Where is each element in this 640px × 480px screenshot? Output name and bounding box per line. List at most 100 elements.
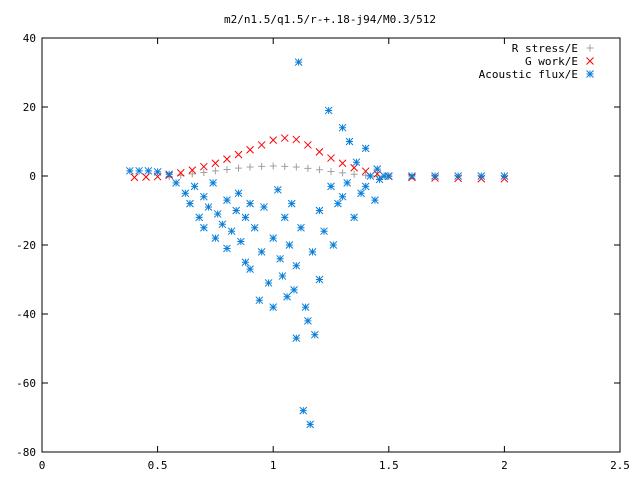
data-point — [362, 171, 370, 179]
legend-label: R stress/E — [512, 42, 578, 55]
data-point — [257, 141, 266, 149]
chart-title: m2/n1.5/q1.5/r-+.18-j94/M0.3/512 — [224, 13, 436, 26]
data-point — [301, 303, 310, 311]
data-point — [327, 182, 335, 191]
data-point — [165, 170, 174, 179]
data-point — [199, 162, 208, 171]
data-point — [130, 173, 139, 182]
data-point — [241, 213, 250, 222]
data-point — [135, 166, 143, 175]
data-point — [315, 275, 324, 284]
data-point — [190, 182, 199, 191]
data-point — [310, 330, 319, 339]
data-point — [227, 227, 236, 236]
data-point — [304, 141, 312, 149]
data-point — [350, 213, 358, 222]
data-point — [269, 234, 278, 242]
data-point — [287, 199, 296, 208]
data-point — [334, 199, 342, 208]
data-point — [223, 155, 231, 163]
data-point — [232, 206, 241, 215]
data-point — [223, 244, 231, 253]
data-point — [200, 169, 208, 177]
y-tick-label: -20 — [16, 239, 36, 252]
data-point — [269, 303, 278, 311]
data-point — [234, 189, 243, 198]
data-point — [339, 169, 347, 177]
data-point — [276, 254, 284, 263]
data-point — [176, 169, 185, 177]
data-point — [454, 172, 463, 180]
data-point — [292, 261, 301, 270]
data-point — [292, 163, 300, 171]
data-point — [361, 182, 370, 191]
legend-label: G work/E — [525, 55, 578, 68]
data-point — [285, 241, 294, 249]
series-2 — [126, 58, 509, 429]
x-tick-label: 2.5 — [610, 459, 630, 472]
data-point — [500, 172, 509, 180]
data-point — [366, 172, 375, 180]
series-layer — [126, 58, 509, 429]
y-tick-label: 0 — [29, 170, 36, 183]
data-point — [294, 58, 303, 67]
data-point — [199, 192, 208, 201]
data-point — [373, 165, 382, 173]
data-point — [144, 166, 153, 175]
data-point — [273, 185, 282, 194]
y-tick-label: -60 — [16, 377, 36, 390]
data-point — [361, 144, 370, 153]
data-point — [257, 248, 266, 256]
data-point — [211, 167, 219, 175]
data-point — [329, 241, 338, 249]
legend-marker — [586, 44, 594, 52]
data-point — [260, 203, 268, 211]
data-point — [204, 203, 213, 211]
x-tick-label: 1 — [270, 459, 277, 472]
data-point — [246, 265, 254, 274]
data-point — [218, 220, 227, 229]
data-point — [371, 196, 379, 205]
data-point — [320, 227, 328, 236]
data-point — [290, 285, 298, 294]
y-tick-label: 20 — [23, 101, 36, 114]
data-point — [408, 172, 416, 180]
data-point — [172, 179, 180, 187]
data-point — [199, 223, 208, 232]
data-point — [431, 172, 439, 180]
data-point — [306, 420, 315, 429]
data-point — [264, 279, 273, 287]
data-point — [357, 189, 365, 198]
data-point — [188, 170, 196, 178]
data-point — [280, 213, 289, 222]
data-point — [308, 248, 317, 256]
data-point — [255, 296, 264, 305]
data-point — [213, 210, 222, 218]
data-point — [246, 145, 254, 154]
data-point — [236, 237, 245, 246]
data-point — [142, 173, 150, 181]
data-point — [181, 189, 190, 198]
data-point — [278, 272, 287, 280]
x-tick-label: 0 — [39, 459, 46, 472]
data-point — [338, 192, 347, 201]
y-tick-label: 40 — [23, 32, 36, 45]
legend-marker — [586, 57, 594, 65]
data-point — [380, 172, 389, 180]
data-point — [269, 162, 277, 170]
data-point — [352, 158, 361, 167]
data-point — [292, 135, 301, 144]
data-point — [292, 334, 301, 343]
data-point — [304, 164, 312, 172]
data-point — [315, 206, 324, 215]
data-point — [315, 166, 323, 174]
data-point — [350, 170, 358, 178]
data-point — [304, 317, 312, 325]
data-point — [477, 172, 486, 180]
data-point — [338, 159, 347, 168]
data-point — [299, 406, 308, 415]
data-point — [195, 213, 204, 222]
